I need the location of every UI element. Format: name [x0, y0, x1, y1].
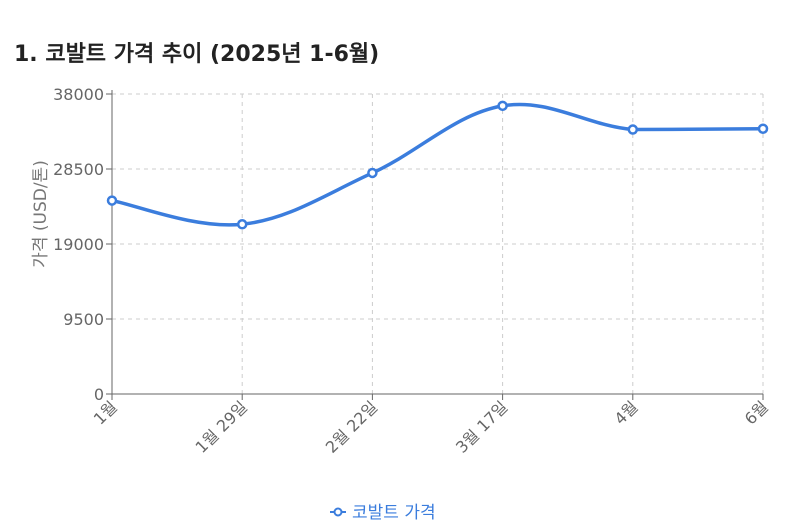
- chart-title: 1. 코발트 가격 추이 (2025년 1-6월): [14, 42, 380, 67]
- x-tick-label: 4월: [611, 397, 642, 428]
- y-tick-label: 38000: [53, 85, 104, 104]
- data-point[interactable]: [497, 100, 508, 112]
- x-tick-label: 2월 22일: [322, 397, 381, 456]
- x-tick-label: 6월: [741, 397, 772, 428]
- data-points: [106, 100, 769, 230]
- legend[interactable]: 코발트 가격: [330, 503, 436, 523]
- y-axis-label: 가격 (USD/톤): [31, 160, 51, 268]
- x-tick-labels: 1월 1월 29일 2월 22일 3월 17일 4월 6월: [90, 397, 772, 456]
- data-point[interactable]: [367, 167, 378, 179]
- y-tick-labels: 0 9500 19000 28500 38000: [53, 85, 104, 404]
- legend-label: 코발트 가격: [352, 503, 436, 523]
- data-point[interactable]: [627, 124, 639, 135]
- grid-lines: [111, 93, 764, 394]
- legend-swatch-marker: [333, 507, 343, 517]
- series-line-cobalt: [111, 102, 764, 227]
- y-tick-label: 19000: [53, 235, 104, 254]
- data-point[interactable]: [106, 195, 118, 206]
- y-tick-label: 28500: [53, 160, 104, 179]
- y-tick-label: 9500: [63, 310, 104, 329]
- y-tick-label: 0: [94, 385, 104, 404]
- axes: [106, 90, 764, 400]
- data-point[interactable]: [236, 219, 248, 230]
- data-point[interactable]: [757, 123, 769, 134]
- x-tick-label: 3월 17일: [452, 397, 511, 456]
- x-tick-label: 1월 29일: [192, 397, 251, 456]
